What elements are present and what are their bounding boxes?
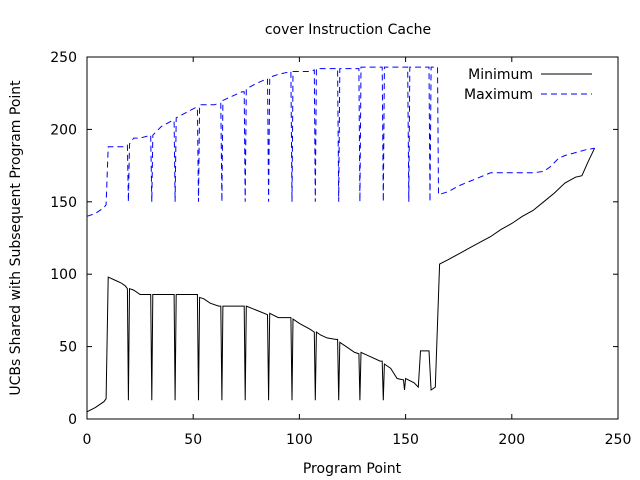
series-layer <box>86 66 596 413</box>
x-tick-label: 150 <box>392 432 419 448</box>
y-tick-label: 200 <box>50 122 77 138</box>
plot-frame <box>86 56 619 420</box>
x-tick-label: 0 <box>83 432 92 448</box>
x-axis-label: Program Point <box>303 461 402 477</box>
legend: Minimum Maximum <box>464 67 592 103</box>
y-tick-label: 0 <box>68 412 77 428</box>
x-tick-label: 250 <box>605 432 632 448</box>
legend-label: Maximum <box>464 87 533 103</box>
y-axis: 0 50 100 150 200 250 <box>50 50 618 428</box>
series-line-minimum <box>86 147 596 413</box>
y-tick-label: 250 <box>50 50 77 66</box>
chart-title: cover Instruction Cache <box>265 22 431 38</box>
legend-label: Minimum <box>468 67 533 83</box>
x-axis: 0 50 100 150 200 250 <box>83 57 632 448</box>
y-tick-label: 150 <box>50 195 77 211</box>
x-tick-label: 100 <box>286 432 313 448</box>
y-axis-label: UCBs Shared with Subsequent Program Poin… <box>8 80 24 396</box>
x-tick-label: 200 <box>498 432 525 448</box>
y-tick-label: 100 <box>50 267 77 283</box>
x-tick-label: 50 <box>184 432 202 448</box>
y-tick-label: 50 <box>59 340 77 356</box>
series-line-maximum <box>86 66 595 217</box>
